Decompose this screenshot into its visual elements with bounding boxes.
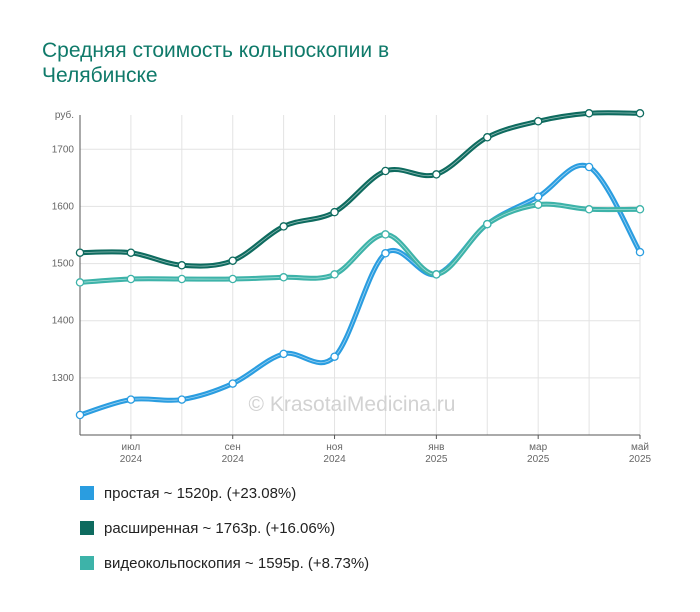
series-line-extended <box>77 110 643 269</box>
data-point-video <box>330 270 339 279</box>
legend-label-video: видеокольпоскопия ~ 1595р. (+8.73%) <box>104 554 370 572</box>
x-tick-label-year: 2024 <box>323 454 346 465</box>
data-point-simple <box>228 379 237 388</box>
data-point-video <box>483 219 492 229</box>
legend-item-simple[interactable]: простая ~ 1520р. (+23.08%) <box>80 484 369 502</box>
y-tick-label: 1400 <box>52 316 75 327</box>
data-point-extended <box>126 248 136 257</box>
data-point-simple <box>533 192 543 201</box>
data-point-video <box>635 205 645 214</box>
legend-label-extended: расширенная ~ 1763р. (+16.06%) <box>104 519 336 537</box>
data-point-simple <box>126 395 136 404</box>
x-tick-label-year: 2025 <box>527 454 550 465</box>
data-point-simple <box>177 395 187 404</box>
data-point-video <box>228 274 237 284</box>
data-point-extended <box>75 248 85 257</box>
data-point-video <box>381 230 390 239</box>
x-tick-label-month: янв <box>428 442 444 453</box>
legend-swatch-simple <box>80 486 94 500</box>
y-axis-unit-label: руб. <box>55 109 74 121</box>
data-point-simple <box>279 349 288 359</box>
legend: простая ~ 1520р. (+23.08%) расширенная ~… <box>80 484 369 589</box>
axis-layer: 13001400150016001700руб.июл2024сен2024но… <box>52 109 652 465</box>
series-line-highlight-video <box>79 203 641 283</box>
data-point-extended <box>330 207 339 217</box>
data-point-simple <box>635 247 645 257</box>
data-point-extended <box>177 261 187 270</box>
legend-swatch-extended <box>80 521 94 535</box>
data-point-simple <box>75 410 85 420</box>
data-point-simple <box>330 352 339 361</box>
x-tick-label-month: сен <box>225 442 241 453</box>
x-tick-label-year: 2025 <box>629 454 652 465</box>
data-point-extended <box>228 256 237 265</box>
x-tick-label-month: ноя <box>326 442 343 453</box>
line-chart: 13001400150016001700руб.июл2024сен2024но… <box>52 109 652 465</box>
data-point-extended <box>483 133 492 142</box>
y-tick-label: 1700 <box>52 144 75 155</box>
legend-swatch-video <box>80 556 94 570</box>
data-point-video <box>126 274 136 284</box>
data-point-extended <box>279 222 288 231</box>
data-point-video <box>432 270 441 279</box>
data-point-video <box>584 205 594 214</box>
x-tick-label-year: 2025 <box>425 454 448 465</box>
points-layer <box>75 109 645 420</box>
grid-layer <box>79 115 641 435</box>
data-point-simple <box>381 249 390 258</box>
x-tick-label-month: май <box>631 442 649 453</box>
x-tick-label-month: июл <box>122 442 141 453</box>
legend-item-extended[interactable]: расширенная ~ 1763р. (+16.06%) <box>80 519 369 537</box>
y-tick-label: 1300 <box>52 373 75 384</box>
data-point-extended <box>533 117 543 126</box>
data-point-video <box>533 200 543 209</box>
y-tick-label: 1500 <box>52 259 75 270</box>
data-point-extended <box>584 109 594 118</box>
data-point-extended <box>635 109 645 118</box>
legend-item-video[interactable]: видеокольпоскопия ~ 1595р. (+8.73%) <box>80 554 369 572</box>
data-point-video <box>177 274 187 284</box>
x-tick-label-year: 2024 <box>222 454 245 465</box>
data-point-extended <box>381 166 390 176</box>
legend-label-simple: простая ~ 1520р. (+23.08%) <box>104 484 297 502</box>
data-point-video <box>279 273 288 282</box>
series-line-video <box>77 201 643 285</box>
data-point-simple <box>584 162 594 172</box>
y-tick-label: 1600 <box>52 201 75 212</box>
x-tick-label-month: мар <box>529 442 547 453</box>
chart-title: Средняя стоимость кольпоскопии в Челябин… <box>42 39 390 87</box>
data-point-extended <box>432 170 441 179</box>
x-tick-label-year: 2024 <box>120 454 143 465</box>
watermark: © KrasotaiMedicina.ru <box>249 393 456 416</box>
data-point-video <box>75 278 85 287</box>
